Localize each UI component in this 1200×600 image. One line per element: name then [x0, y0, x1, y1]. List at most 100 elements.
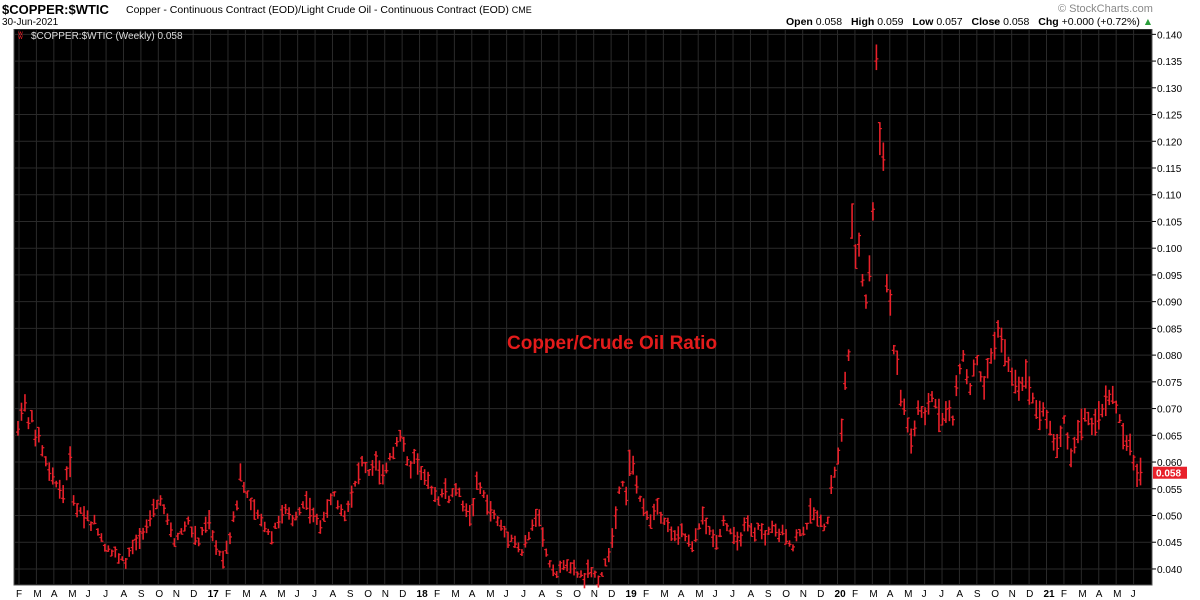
- ohlc-bar: [50, 467, 55, 485]
- ohlc-bar: [321, 511, 326, 522]
- ohlc-bar: [801, 526, 806, 536]
- ohlc-bar: [919, 406, 924, 418]
- ohlc-bar: [575, 571, 580, 578]
- exchange-label: CME: [511, 5, 532, 15]
- ohlc-bar: [975, 355, 980, 366]
- ohlc-bar: [116, 553, 121, 564]
- ohlc-bar: [540, 527, 545, 547]
- ohlc-bar: [1051, 433, 1056, 451]
- ohlc-bar: [1103, 385, 1108, 417]
- plot-background: [13, 29, 1153, 586]
- ohlc-bar: [638, 495, 643, 502]
- x-month-label: M: [451, 589, 459, 600]
- ohlc-bar: [1114, 400, 1119, 414]
- price-chart[interactable]: 0.040 0.045 0.050 0.055 0.060 0.065 0.070 0.075…: [0, 29, 1200, 600]
- ohlc-bar: [589, 566, 594, 578]
- ohlc-bar: [1072, 436, 1077, 454]
- x-month-label: J: [713, 589, 718, 600]
- copyright-link[interactable]: © StockCharts.com: [1058, 3, 1153, 15]
- x-month-label: M: [277, 589, 285, 600]
- ohlc-bar: [742, 517, 747, 532]
- ohlc-bar: [189, 526, 194, 538]
- ohlc-bar: [43, 456, 48, 467]
- ohlc-bar: [182, 521, 187, 532]
- ohlc-bar: [88, 521, 93, 532]
- ohlc-bar: [881, 142, 886, 171]
- ohlc-bar: [961, 350, 966, 362]
- ohlc-bar: [1055, 433, 1060, 459]
- ohlc-bar: [533, 508, 538, 527]
- ohlc-bar: [870, 202, 875, 221]
- ohlc-bar: [519, 549, 524, 556]
- ohlc-bar: [349, 485, 354, 508]
- ohlc-bar: [905, 417, 910, 433]
- ohlc-bar: [255, 509, 260, 519]
- ohlc-bar: [634, 475, 639, 494]
- ohlc-bar: [954, 375, 959, 397]
- x-month-label: M: [1113, 589, 1121, 600]
- ohlc-bar: [238, 463, 243, 482]
- ohlc-bar: [168, 522, 173, 538]
- ohlc-bar: [940, 412, 945, 426]
- ohlc-bar: [307, 497, 312, 524]
- ohlc-bar: [620, 480, 625, 487]
- ohlc-bar: [759, 523, 764, 540]
- ohlc-bar: [985, 358, 990, 379]
- ohlc-bar: [1058, 425, 1063, 448]
- ohlc-open: Open 0.058: [786, 16, 843, 28]
- y-tick-label: 0.130: [1157, 84, 1182, 95]
- y-tick-label: 0.120: [1157, 137, 1182, 148]
- ohlc-bar: [599, 572, 604, 577]
- ohlc-bar: [1006, 356, 1011, 372]
- ohlc-bar: [335, 500, 340, 510]
- ohlc-bar: [401, 436, 406, 452]
- ohlc-bar: [989, 348, 994, 364]
- ohlc-bar: [923, 407, 928, 426]
- ohlc-bar: [780, 524, 785, 536]
- ohlc-bar: [860, 274, 865, 287]
- ohlc-bar: [863, 294, 868, 309]
- ohlc-bar: [579, 570, 583, 578]
- x-month-label: A: [678, 589, 685, 600]
- ohlc-bar: [332, 491, 337, 497]
- ohlc-bar: [1107, 389, 1112, 406]
- ohlc-bar: [161, 504, 166, 515]
- ohlc-bar: [460, 500, 465, 512]
- y-tick-label: 0.100: [1157, 244, 1182, 255]
- ohlc-bar: [415, 453, 420, 475]
- ohlc-bar: [808, 498, 813, 524]
- ohlc-bar: [175, 532, 180, 541]
- ohlc-bar: [78, 507, 83, 514]
- change-up-icon: ▲: [1142, 16, 1154, 28]
- ohlc-bar: [210, 530, 215, 542]
- ohlc-bar: [391, 446, 396, 460]
- x-month-label: M: [1078, 589, 1086, 600]
- x-month-label: A: [1096, 589, 1103, 600]
- ohlc-bar: [221, 550, 226, 569]
- x-month-label: S: [556, 589, 563, 600]
- ohlc-bar: [950, 415, 955, 426]
- ohlc-bar: [217, 550, 222, 556]
- ohlc-bar: [512, 535, 517, 548]
- ohlc-bar: [523, 535, 528, 548]
- ohlc-bar: [172, 538, 177, 548]
- x-month-label: F: [852, 589, 858, 600]
- ohlc-bar: [1138, 457, 1143, 486]
- ohlc-bar: [328, 493, 333, 506]
- ohlc-bar: [839, 418, 844, 442]
- x-year-label: 20: [835, 589, 847, 600]
- ohlc-bar: [92, 514, 97, 525]
- x-month-label: A: [956, 589, 963, 600]
- ohlc-bar: [891, 344, 896, 355]
- ohlc-bar: [1034, 400, 1039, 419]
- ohlc-bar: [99, 533, 104, 542]
- ohlc-bar: [412, 448, 417, 464]
- ohlc-bar: [419, 465, 424, 481]
- ohlc-bar: [102, 543, 107, 552]
- ohlc-bar: [165, 513, 170, 526]
- ohlc-bar: [672, 530, 677, 542]
- ohlc-bar: [342, 510, 347, 522]
- ohlc-bar: [724, 523, 729, 532]
- ohlc-bar: [551, 564, 556, 577]
- y-tick-label: 0.075: [1157, 378, 1182, 389]
